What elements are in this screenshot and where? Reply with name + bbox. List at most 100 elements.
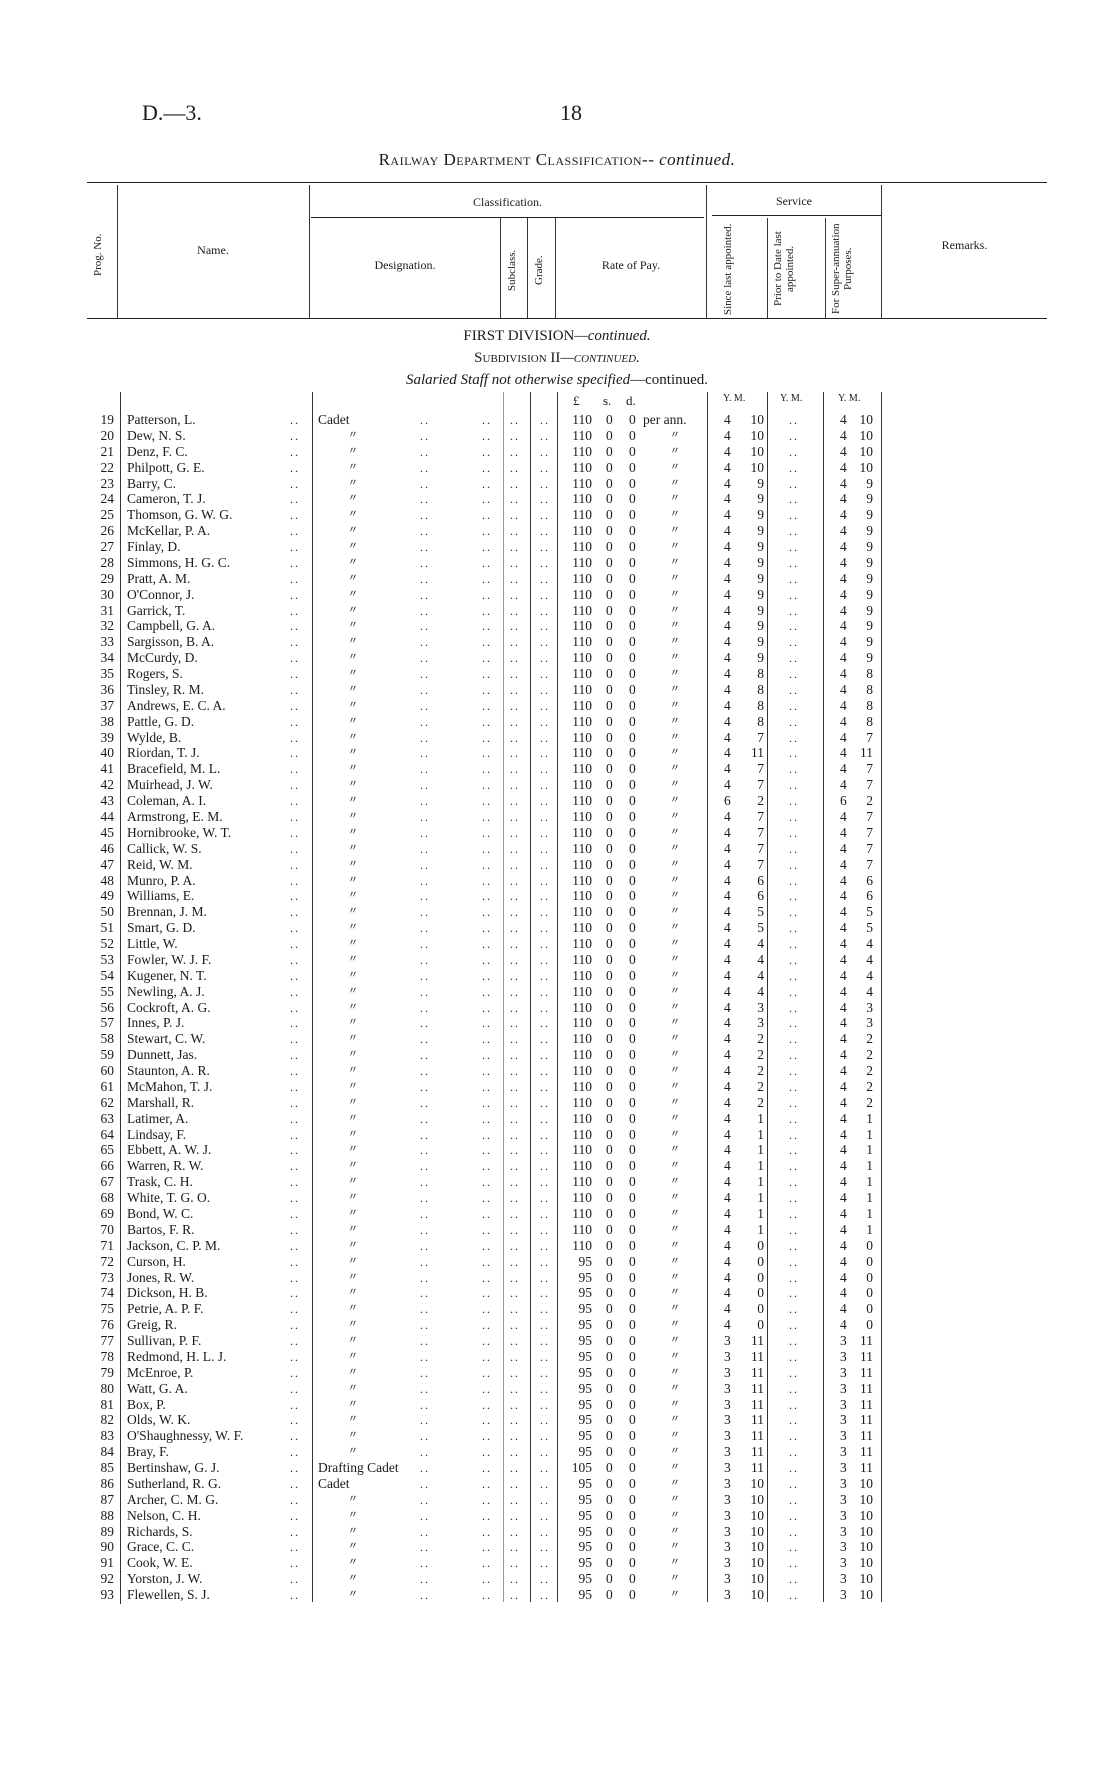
table-row: 82 Olds, W. K... 〃........ 95 0 0 〃 3 11.. 3 11 xyxy=(0,1412,1114,1428)
leader-dots: .. xyxy=(290,857,300,872)
leader-dots: .. xyxy=(420,492,430,507)
pay-period: 〃 xyxy=(670,493,680,505)
staff-name: Latimer, A. xyxy=(127,1110,189,1126)
leader-dots: .. xyxy=(482,1175,492,1190)
super-years: 3 xyxy=(840,1555,847,1571)
super-months: 11 xyxy=(860,1412,873,1428)
table-row: 85 Bertinshaw, G. J... Drafting Cadet.....… xyxy=(0,1460,1114,1476)
staff-name: Patterson, L. xyxy=(127,412,196,427)
pay-shillings: 0 xyxy=(606,586,613,602)
since-months: 10 xyxy=(750,1555,765,1571)
leader-dots: .. xyxy=(420,1095,430,1110)
pay-pounds: 95 xyxy=(578,1380,593,1396)
leader-dots: .. xyxy=(420,1365,430,1380)
leader-dots: .. xyxy=(540,762,550,777)
staff-name: Newling, A. J. xyxy=(127,983,205,999)
leader-dots: .. xyxy=(420,1270,430,1285)
designation: 〃 xyxy=(348,1017,358,1029)
leader-dots: .. xyxy=(420,730,430,745)
header-prog-no: Prog. No. xyxy=(92,233,104,277)
designation: 〃 xyxy=(348,1128,358,1140)
since-years: 4 xyxy=(724,1158,731,1174)
leader-dots: .. xyxy=(482,1365,492,1380)
prior-service: .. xyxy=(789,1492,799,1507)
leader-dots: .. xyxy=(510,1191,520,1206)
pay-pence: 0 xyxy=(629,1063,636,1079)
classification-rule xyxy=(311,217,704,218)
since-years: 4 xyxy=(724,1110,731,1126)
super-years: 4 xyxy=(840,1269,847,1285)
pay-shillings: 0 xyxy=(606,491,613,507)
pay-shillings: 0 xyxy=(606,745,613,761)
pay-pence: 0 xyxy=(629,777,636,793)
leader-dots: .. xyxy=(540,794,550,809)
prior-service: .. xyxy=(789,841,799,856)
super-months: 9 xyxy=(866,570,873,586)
leader-dots: .. xyxy=(510,984,520,999)
pay-period: 〃 xyxy=(670,1017,680,1029)
staff-name: Flewellen, S. J. xyxy=(127,1587,210,1603)
staff-name: Innes, P. J. xyxy=(127,1015,185,1031)
prior-service: .. xyxy=(789,1175,799,1190)
leader-dots: .. xyxy=(420,428,430,443)
leader-dots: .. xyxy=(540,937,550,952)
pay-period: 〃 xyxy=(670,747,680,759)
pay-shillings: 0 xyxy=(606,777,613,793)
since-months: 11 xyxy=(751,745,764,761)
leader-dots: .. xyxy=(540,1445,550,1460)
pay-pence: 0 xyxy=(629,1015,636,1031)
pay-period: 〃 xyxy=(670,858,680,870)
pay-pence: 0 xyxy=(629,951,636,967)
pay-pounds: 95 xyxy=(578,1301,593,1317)
staff-name: Bray, F. xyxy=(127,1444,169,1460)
pay-pounds: 110 xyxy=(572,745,592,761)
prog-no: 35 xyxy=(100,666,115,682)
leader-dots: .. xyxy=(482,619,492,634)
prior-service: .. xyxy=(789,762,799,777)
leader-dots: .. xyxy=(510,1159,520,1174)
designation: 〃 xyxy=(348,668,358,680)
prog-no: 77 xyxy=(100,1333,115,1349)
since-years: 4 xyxy=(724,412,731,427)
since-months: 0 xyxy=(757,1237,764,1253)
leader-dots: .. xyxy=(540,444,550,459)
super-months: 7 xyxy=(866,824,873,840)
staff-name: Andrews, E. C. A. xyxy=(127,697,226,713)
staff-name: Bertinshaw, G. J. xyxy=(127,1460,220,1476)
prog-no: 73 xyxy=(100,1269,115,1285)
super-years: 3 xyxy=(840,1348,847,1364)
prior-service: .. xyxy=(789,428,799,443)
pay-period: 〃 xyxy=(670,874,680,886)
col-divider xyxy=(120,392,121,1604)
leader-dots: .. xyxy=(420,476,430,491)
leader-dots: .. xyxy=(510,1556,520,1571)
leader-dots: .. xyxy=(290,413,300,427)
leader-dots: .. xyxy=(482,841,492,856)
leader-dots: .. xyxy=(540,730,550,745)
super-years: 4 xyxy=(840,1237,847,1253)
pay-pence: 0 xyxy=(629,1253,636,1269)
leader-dots: .. xyxy=(290,1588,300,1603)
super-years: 3 xyxy=(840,1523,847,1539)
prior-service: .. xyxy=(789,1445,799,1460)
leader-dots: .. xyxy=(290,428,300,443)
super-months: 7 xyxy=(866,729,873,745)
designation: 〃 xyxy=(348,1335,358,1347)
pay-period: 〃 xyxy=(670,1033,680,1045)
since-years: 4 xyxy=(724,1269,731,1285)
leader-dots: .. xyxy=(420,1222,430,1237)
super-months: 9 xyxy=(866,507,873,523)
designation: 〃 xyxy=(348,1573,358,1585)
pay-pence: 0 xyxy=(629,1475,636,1491)
leader-dots: .. xyxy=(510,635,520,650)
super-years: 3 xyxy=(840,1333,847,1349)
prog-no: 92 xyxy=(100,1571,115,1587)
pay-pence: 0 xyxy=(629,983,636,999)
division-heading: FIRST DIVISION—continued. xyxy=(0,328,1114,345)
super-months: 10 xyxy=(859,443,874,459)
pay-shillings: 0 xyxy=(606,920,613,936)
designation: 〃 xyxy=(348,890,358,902)
leader-dots: .. xyxy=(482,1397,492,1412)
pay-pounds: 110 xyxy=(572,729,592,745)
pay-shillings: 0 xyxy=(606,1174,613,1190)
